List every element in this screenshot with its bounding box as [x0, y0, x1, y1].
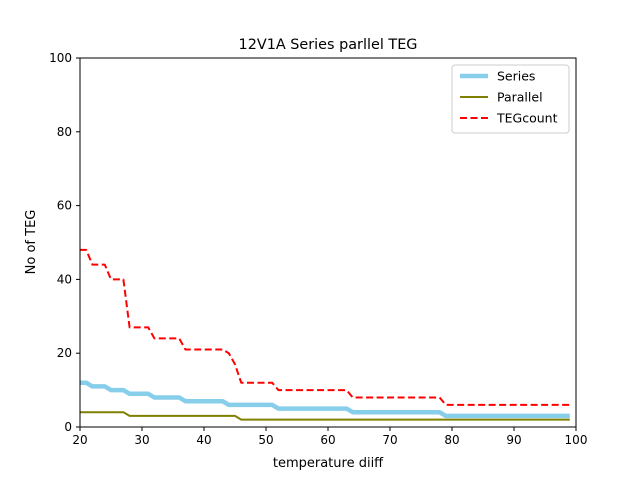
x-tick-label: 90 [506, 433, 521, 447]
y-axis-label: No of TEG [24, 210, 39, 275]
legend-label-series: Series [497, 69, 535, 84]
x-tick-label: 100 [565, 433, 588, 447]
legend: Series Parallel TEGcount [451, 64, 570, 134]
x-tick-label: 80 [444, 433, 459, 447]
x-tick-label: 30 [134, 433, 149, 447]
series-line-tegcount [80, 248, 570, 406]
y-tick-label: 80 [57, 125, 72, 139]
y-tick-label: 100 [49, 51, 72, 65]
x-tick-label: 40 [196, 433, 211, 447]
y-tick-label: 60 [57, 199, 72, 213]
x-axis-label: temperature diiff [273, 456, 384, 471]
x-axis-ticks: 20 30 40 50 60 70 80 90 100 [72, 427, 587, 447]
legend-label-tegcount: TEGcount [496, 111, 558, 126]
legend-label-parallel: Parallel [497, 90, 543, 105]
x-tick-label: 70 [382, 433, 397, 447]
y-tick-label: 0 [64, 420, 72, 434]
y-axis-ticks: 0 20 40 60 80 100 [49, 51, 80, 434]
x-tick-label: 60 [320, 433, 335, 447]
x-tick-label: 20 [72, 433, 87, 447]
y-tick-label: 40 [57, 272, 72, 286]
plot-lines [80, 248, 570, 421]
series-line-series [80, 380, 570, 419]
chart-title: 12V1A Series parllel TEG [239, 37, 418, 53]
legend-box [451, 64, 570, 134]
y-tick-label: 20 [57, 346, 72, 360]
x-tick-label: 50 [258, 433, 273, 447]
series-line-parallel [80, 411, 570, 421]
